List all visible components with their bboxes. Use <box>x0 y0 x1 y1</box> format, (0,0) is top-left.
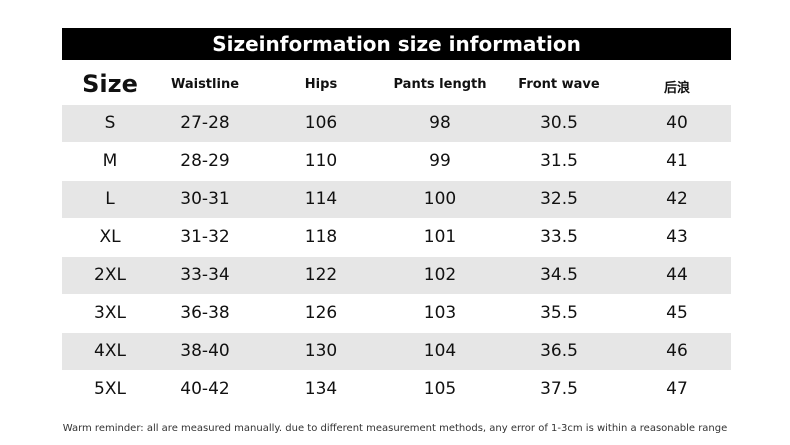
table-cell: 40 <box>666 113 688 133</box>
table-cell: 5XL <box>94 379 126 399</box>
table-cell: 102 <box>423 265 457 285</box>
table-cell: 106 <box>304 113 338 133</box>
table-cell: 45 <box>666 303 688 323</box>
table-cell: L <box>105 189 115 209</box>
column-header: Size <box>82 70 138 98</box>
row-background <box>62 105 731 142</box>
table-cell: 35.5 <box>540 303 578 323</box>
table-cell: 31-32 <box>180 227 230 247</box>
table-cell: 110 <box>304 151 338 171</box>
table-cell: 43 <box>666 227 688 247</box>
table-cell: 46 <box>666 341 688 361</box>
table-cell: 99 <box>429 151 451 171</box>
table-cell: 104 <box>423 341 457 361</box>
table-cell: 33.5 <box>540 227 578 247</box>
column-header: Hips <box>304 77 338 92</box>
table-cell: 28-29 <box>180 151 230 171</box>
column-header: 后浪 <box>663 81 690 96</box>
table-cell: S <box>104 113 116 133</box>
table-cell: M <box>102 151 118 171</box>
table-cell: 30.5 <box>540 113 578 133</box>
row-background <box>62 257 731 294</box>
row-background <box>62 333 731 370</box>
table-cell: 47 <box>666 379 688 399</box>
table-cell: 100 <box>423 189 457 209</box>
table-cell: 44 <box>666 265 688 285</box>
table-cell: 134 <box>304 379 338 399</box>
table-cell: 101 <box>423 227 457 247</box>
table-cell: 36.5 <box>540 341 578 361</box>
table-cell: 40-42 <box>180 379 230 399</box>
table-cell: 103 <box>423 303 457 323</box>
table-cell: 98 <box>429 113 451 133</box>
table-cell: 38-40 <box>180 341 230 361</box>
table-cell: 34.5 <box>540 265 578 285</box>
table-cell: XL <box>99 227 121 247</box>
column-header: Pants length <box>393 77 487 92</box>
row-background <box>62 181 731 218</box>
table-cell: 118 <box>304 227 338 247</box>
table-cell: 42 <box>666 189 688 209</box>
table-cell: 37.5 <box>540 379 578 399</box>
table-cell: 122 <box>304 265 338 285</box>
table-cell: 114 <box>304 189 338 209</box>
footer-note: Warm reminder: all are measured manually… <box>62 423 728 434</box>
table-cell: 130 <box>304 341 338 361</box>
title-bar: Sizeinformation size information <box>62 28 731 60</box>
table-cell: 32.5 <box>540 189 578 209</box>
table-cell: 105 <box>423 379 457 399</box>
column-header: Waistline <box>170 77 240 92</box>
column-header: Front wave <box>518 77 600 92</box>
table-cell: 31.5 <box>540 151 578 171</box>
table-cell: 126 <box>304 303 338 323</box>
table-cell: 30-31 <box>180 189 230 209</box>
table-cell: 3XL <box>94 303 126 323</box>
table-cell: 27-28 <box>180 113 230 133</box>
table-cell: 33-34 <box>180 265 230 285</box>
table-cell: 2XL <box>94 265 126 285</box>
table-cell: 41 <box>666 151 688 171</box>
table-cell: 36-38 <box>180 303 230 323</box>
table-cell: 4XL <box>94 341 126 361</box>
